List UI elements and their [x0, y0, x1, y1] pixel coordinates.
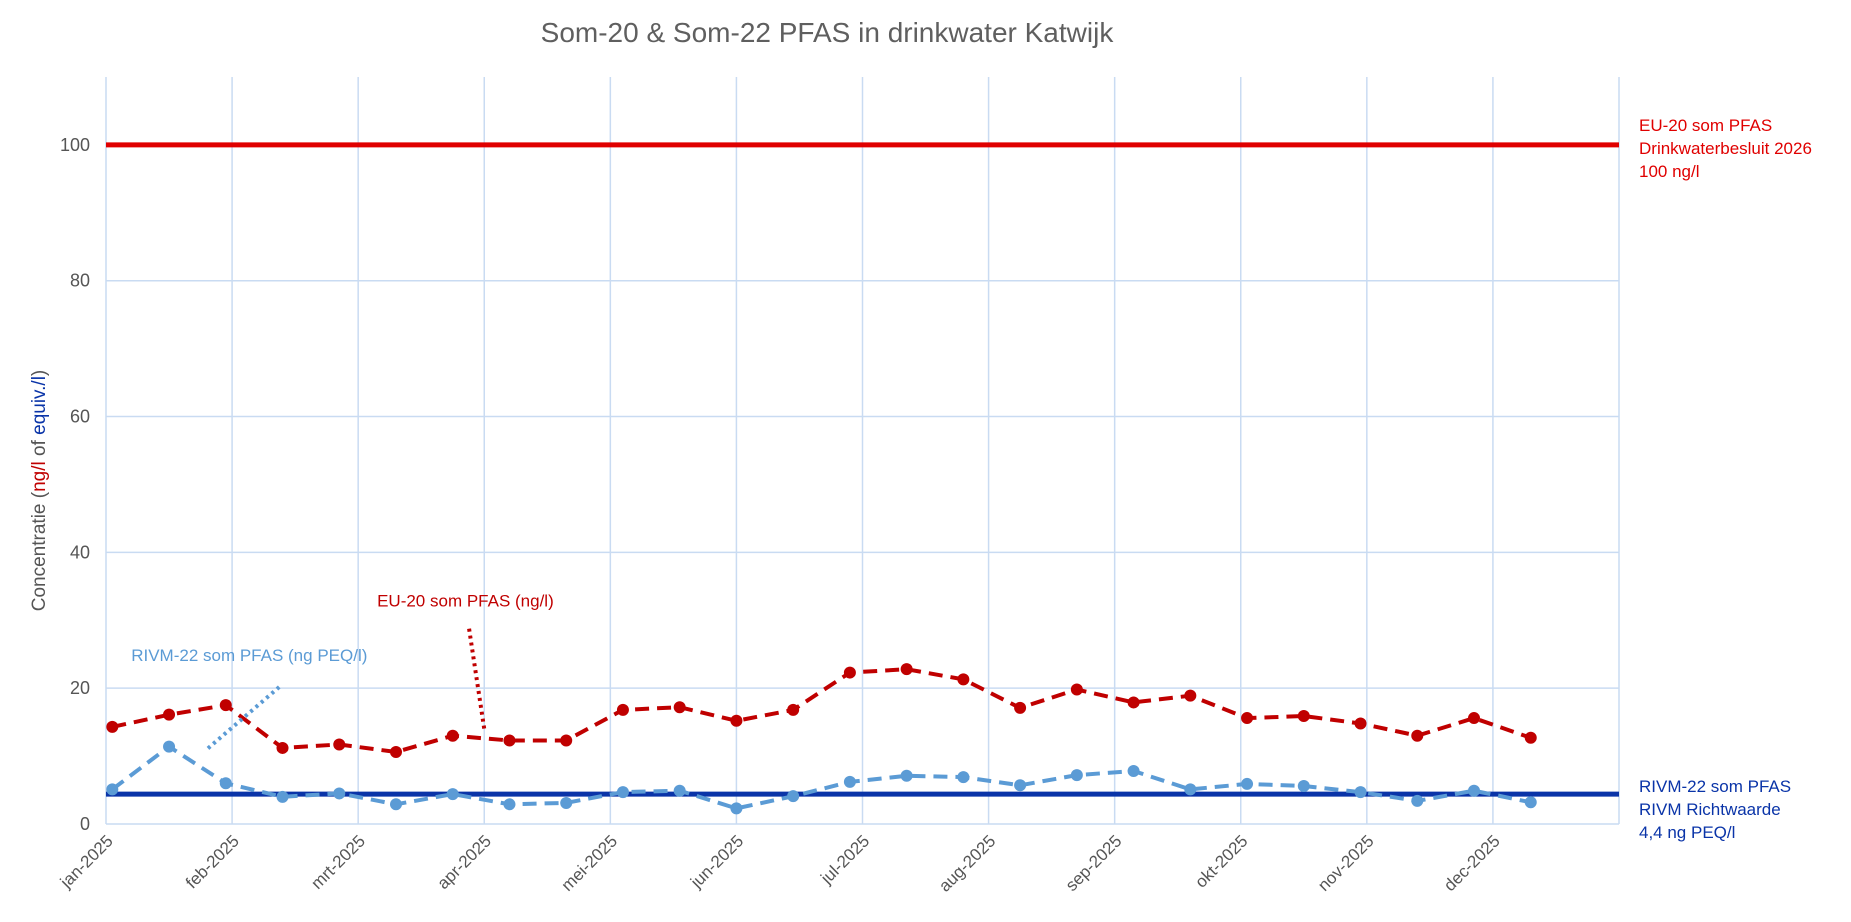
x-tick-label: jul-2025	[816, 831, 873, 888]
data-point	[106, 783, 119, 796]
y-axis-label-part: )	[29, 370, 50, 376]
x-tick-label: nov-2025	[1314, 831, 1378, 895]
data-point	[1184, 689, 1197, 702]
annotation-label: EU-20 som PFAS (ng/l)	[377, 592, 554, 611]
y-tick-label: 60	[70, 407, 90, 427]
data-point	[730, 802, 743, 815]
data-point	[730, 714, 743, 727]
x-tick-label: apr-2025	[434, 831, 496, 893]
annotations: EU-20 som PFAS (ng/l) RIVM-22 som PFAS (n…	[131, 592, 554, 751]
data-point	[1241, 712, 1254, 725]
reference-line-label: EU-20 som PFAS	[1639, 116, 1772, 135]
data-point	[1297, 710, 1310, 723]
data-point	[843, 775, 856, 788]
data-point	[560, 796, 573, 809]
data-point	[163, 708, 176, 721]
data-point	[1411, 729, 1424, 742]
x-tick-label: feb-2025	[182, 831, 243, 892]
data-point	[1241, 777, 1254, 790]
chart-title: Som-20 & Som-22 PFAS in drinkwater Katwi…	[541, 17, 1115, 48]
y-axis-label-part: equiv./l	[29, 376, 50, 435]
data-point	[163, 740, 176, 753]
x-tick-label: mei-2025	[558, 831, 622, 895]
y-axis-label-part: of	[29, 435, 50, 461]
data-point	[1014, 701, 1027, 714]
data-point	[219, 777, 232, 790]
x-tick-label: jun-2025	[686, 831, 747, 892]
y-tick-label: 40	[70, 542, 90, 562]
data-point	[1070, 683, 1083, 696]
reference-line-label: 100 ng/l	[1639, 162, 1700, 181]
data-point	[1014, 779, 1027, 792]
data-point	[1297, 779, 1310, 792]
data-point	[446, 788, 459, 801]
grid	[105, 77, 1620, 825]
data-point	[333, 787, 346, 800]
data-point	[503, 798, 516, 811]
x-tick-label: dec-2025	[1440, 831, 1504, 895]
x-tick-label: aug-2025	[935, 831, 999, 895]
data-point	[446, 729, 459, 742]
reference-line-label: RIVM Richtwaarde	[1639, 800, 1781, 819]
y-tick-label: 20	[70, 678, 90, 698]
reference-lines: EU-20 som PFAS Drinkwaterbesluit 2026 100 …	[106, 116, 1812, 842]
x-tick-label: jan-2025	[56, 831, 117, 892]
data-point	[1524, 796, 1537, 809]
data-point	[843, 666, 856, 679]
y-tick-label: 0	[80, 814, 90, 834]
data-point	[900, 663, 913, 676]
data-point	[1354, 786, 1367, 799]
data-point	[219, 699, 232, 712]
data-point	[787, 703, 800, 716]
y-tick-label: 80	[70, 271, 90, 291]
data-point	[276, 741, 289, 754]
data-point	[616, 703, 629, 716]
data-point	[276, 790, 289, 803]
y-axis-label: Concentratie (ng/l of equiv./l)	[29, 370, 50, 612]
reference-line-label: RIVM-22 som PFAS	[1639, 777, 1791, 796]
annotation-pointer	[467, 628, 487, 730]
y-tick-label: 100	[60, 135, 90, 155]
x-tick-label: okt-2025	[1191, 831, 1251, 891]
data-point	[389, 746, 402, 759]
data-point	[787, 790, 800, 803]
data-point	[389, 798, 402, 811]
data-point	[560, 734, 573, 747]
series-line-rivm22	[111, 744, 1532, 811]
data-point	[503, 734, 516, 747]
x-tick-label: mrt-2025	[307, 831, 369, 893]
data-point	[1411, 794, 1424, 807]
x-tick-label: sep-2025	[1062, 831, 1126, 895]
y-axis-label-part: Concentratie (	[29, 491, 50, 611]
data-point	[616, 786, 629, 799]
series-line-eu20	[111, 667, 1532, 754]
y-axis-label-part: ng/l	[29, 461, 50, 492]
reference-line-label: Drinkwaterbesluit 2026	[1639, 139, 1812, 158]
data-point	[106, 720, 119, 733]
annotation-pointer	[205, 685, 281, 751]
data-point	[1354, 717, 1367, 730]
data-point	[673, 784, 686, 797]
data-point	[1468, 712, 1481, 725]
data-point	[1127, 696, 1140, 709]
annotation-label: RIVM-22 som PFAS (ng PEQ/l)	[131, 646, 367, 665]
data-point	[1070, 769, 1083, 782]
data-point	[900, 769, 913, 782]
data-point	[1468, 784, 1481, 797]
series	[106, 663, 1537, 815]
data-point	[1524, 731, 1537, 744]
data-point	[957, 673, 970, 686]
data-point	[673, 701, 686, 714]
data-point	[1184, 783, 1197, 796]
data-point	[333, 738, 346, 751]
reference-line-label: 4,4 ng PEQ/l	[1639, 823, 1735, 842]
data-point	[957, 771, 970, 784]
axes: 0 20 40 60 80 100 jan-2025 feb-2025 mrt-2025 apr-…	[29, 135, 1504, 896]
data-point	[1127, 765, 1140, 778]
